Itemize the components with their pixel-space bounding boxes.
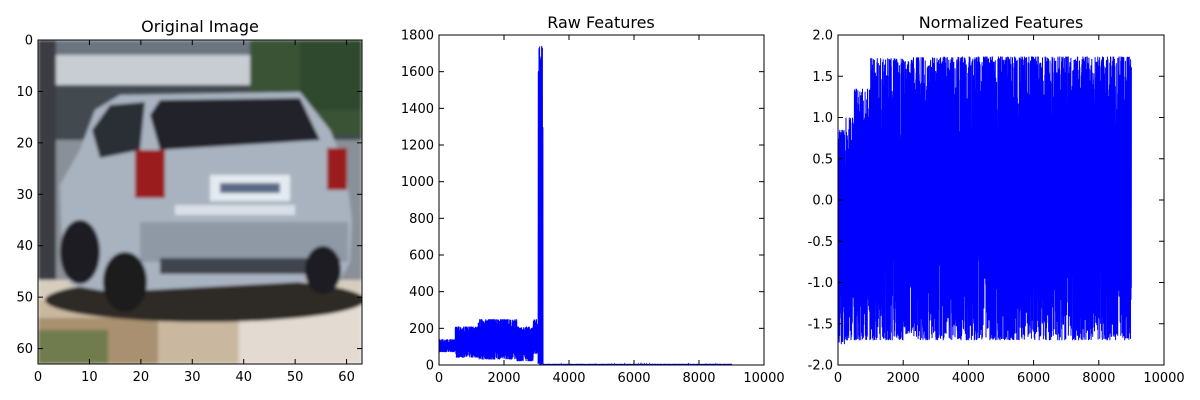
x-tick-label: 60 <box>338 370 355 385</box>
y-tick-label: 20 <box>16 136 33 151</box>
y-tick-label: 1.0 <box>812 111 833 126</box>
y-tick-label: 1800 <box>401 29 434 44</box>
y-tick-label: 1200 <box>401 139 434 154</box>
x-tick-label: 8000 <box>682 371 715 386</box>
y-tick-label: 0.5 <box>812 152 833 167</box>
x-tick-label: 2000 <box>487 371 520 386</box>
axes-frame-raw <box>438 34 765 366</box>
y-tick-label: 1.5 <box>812 70 833 85</box>
series-line-normalized-features <box>838 56 1132 345</box>
y-tick-label: 30 <box>16 188 33 203</box>
title-normalized-features: Normalized Features <box>919 13 1084 32</box>
y-tick-label: -1.5 <box>808 317 833 332</box>
x-tick-label: 0 <box>34 370 42 385</box>
y-tick-label: 40 <box>16 239 33 254</box>
y-tick-label: 50 <box>16 291 33 306</box>
panel-raw-features: Raw Features 0 2000 4000 6000 8000 10000 0 200 4… <box>401 13 785 386</box>
x-tick-label: 40 <box>235 370 252 385</box>
x-tick-label: 10000 <box>743 371 784 386</box>
x-tick-label: 0 <box>834 371 842 386</box>
y-tick-label: 800 <box>409 212 434 227</box>
y-tick-label: 400 <box>409 285 434 300</box>
x-tick-label: 8000 <box>1082 371 1115 386</box>
x-tick-label: 6000 <box>617 371 650 386</box>
plot-area-raw <box>439 46 732 365</box>
y-tick-label: -0.5 <box>808 235 833 250</box>
x-tick-label: 2000 <box>887 371 920 386</box>
y-tick-label: 200 <box>409 322 434 337</box>
x-tick-label: 30 <box>184 370 201 385</box>
y-tick-label: -1.0 <box>808 276 833 291</box>
x-tick-label: 6000 <box>1017 371 1050 386</box>
y-tick-label: 2.0 <box>812 29 833 44</box>
x-tick-label: 4000 <box>552 371 585 386</box>
y-tick-label: 0 <box>426 359 434 374</box>
ticks-raw-features: 0 2000 4000 6000 8000 10000 0 200 400 600 800 1000 1… <box>401 29 785 387</box>
panel-original-image: Original Image <box>16 17 363 385</box>
y-tick-label: 0.0 <box>812 194 833 209</box>
title-original-image: Original Image <box>141 17 259 36</box>
y-tick-label: 600 <box>409 249 434 264</box>
ticks-normalized-features: 0 2000 4000 6000 8000 10000 -2.0 -1.5 -1.0 -0.5 0.… <box>808 29 1185 387</box>
series-line-raw-features <box>439 46 732 365</box>
x-tick-label: 0 <box>435 371 443 386</box>
x-tick-label: 10000 <box>1143 371 1184 386</box>
y-tick-label: 1400 <box>401 102 434 117</box>
x-tick-label: 50 <box>287 370 304 385</box>
x-tick-label: 4000 <box>952 371 985 386</box>
axes-frame-image <box>37 39 363 365</box>
y-tick-label: 60 <box>16 342 33 357</box>
y-tick-label: 1600 <box>401 65 434 80</box>
y-tick-label: 10 <box>16 85 33 100</box>
y-tick-label: 1000 <box>401 175 434 190</box>
panel-normalized-features: Normalized Features 0 2000 4000 6000 8000 100… <box>808 13 1185 386</box>
x-tick-label: 20 <box>133 370 150 385</box>
y-tick-label: -2.0 <box>808 359 833 374</box>
plot-area-normalized <box>838 56 1132 345</box>
photo <box>38 40 362 364</box>
x-tick-label: 10 <box>81 370 98 385</box>
y-tick-label: 0 <box>25 34 33 49</box>
title-raw-features: Raw Features <box>547 13 655 32</box>
